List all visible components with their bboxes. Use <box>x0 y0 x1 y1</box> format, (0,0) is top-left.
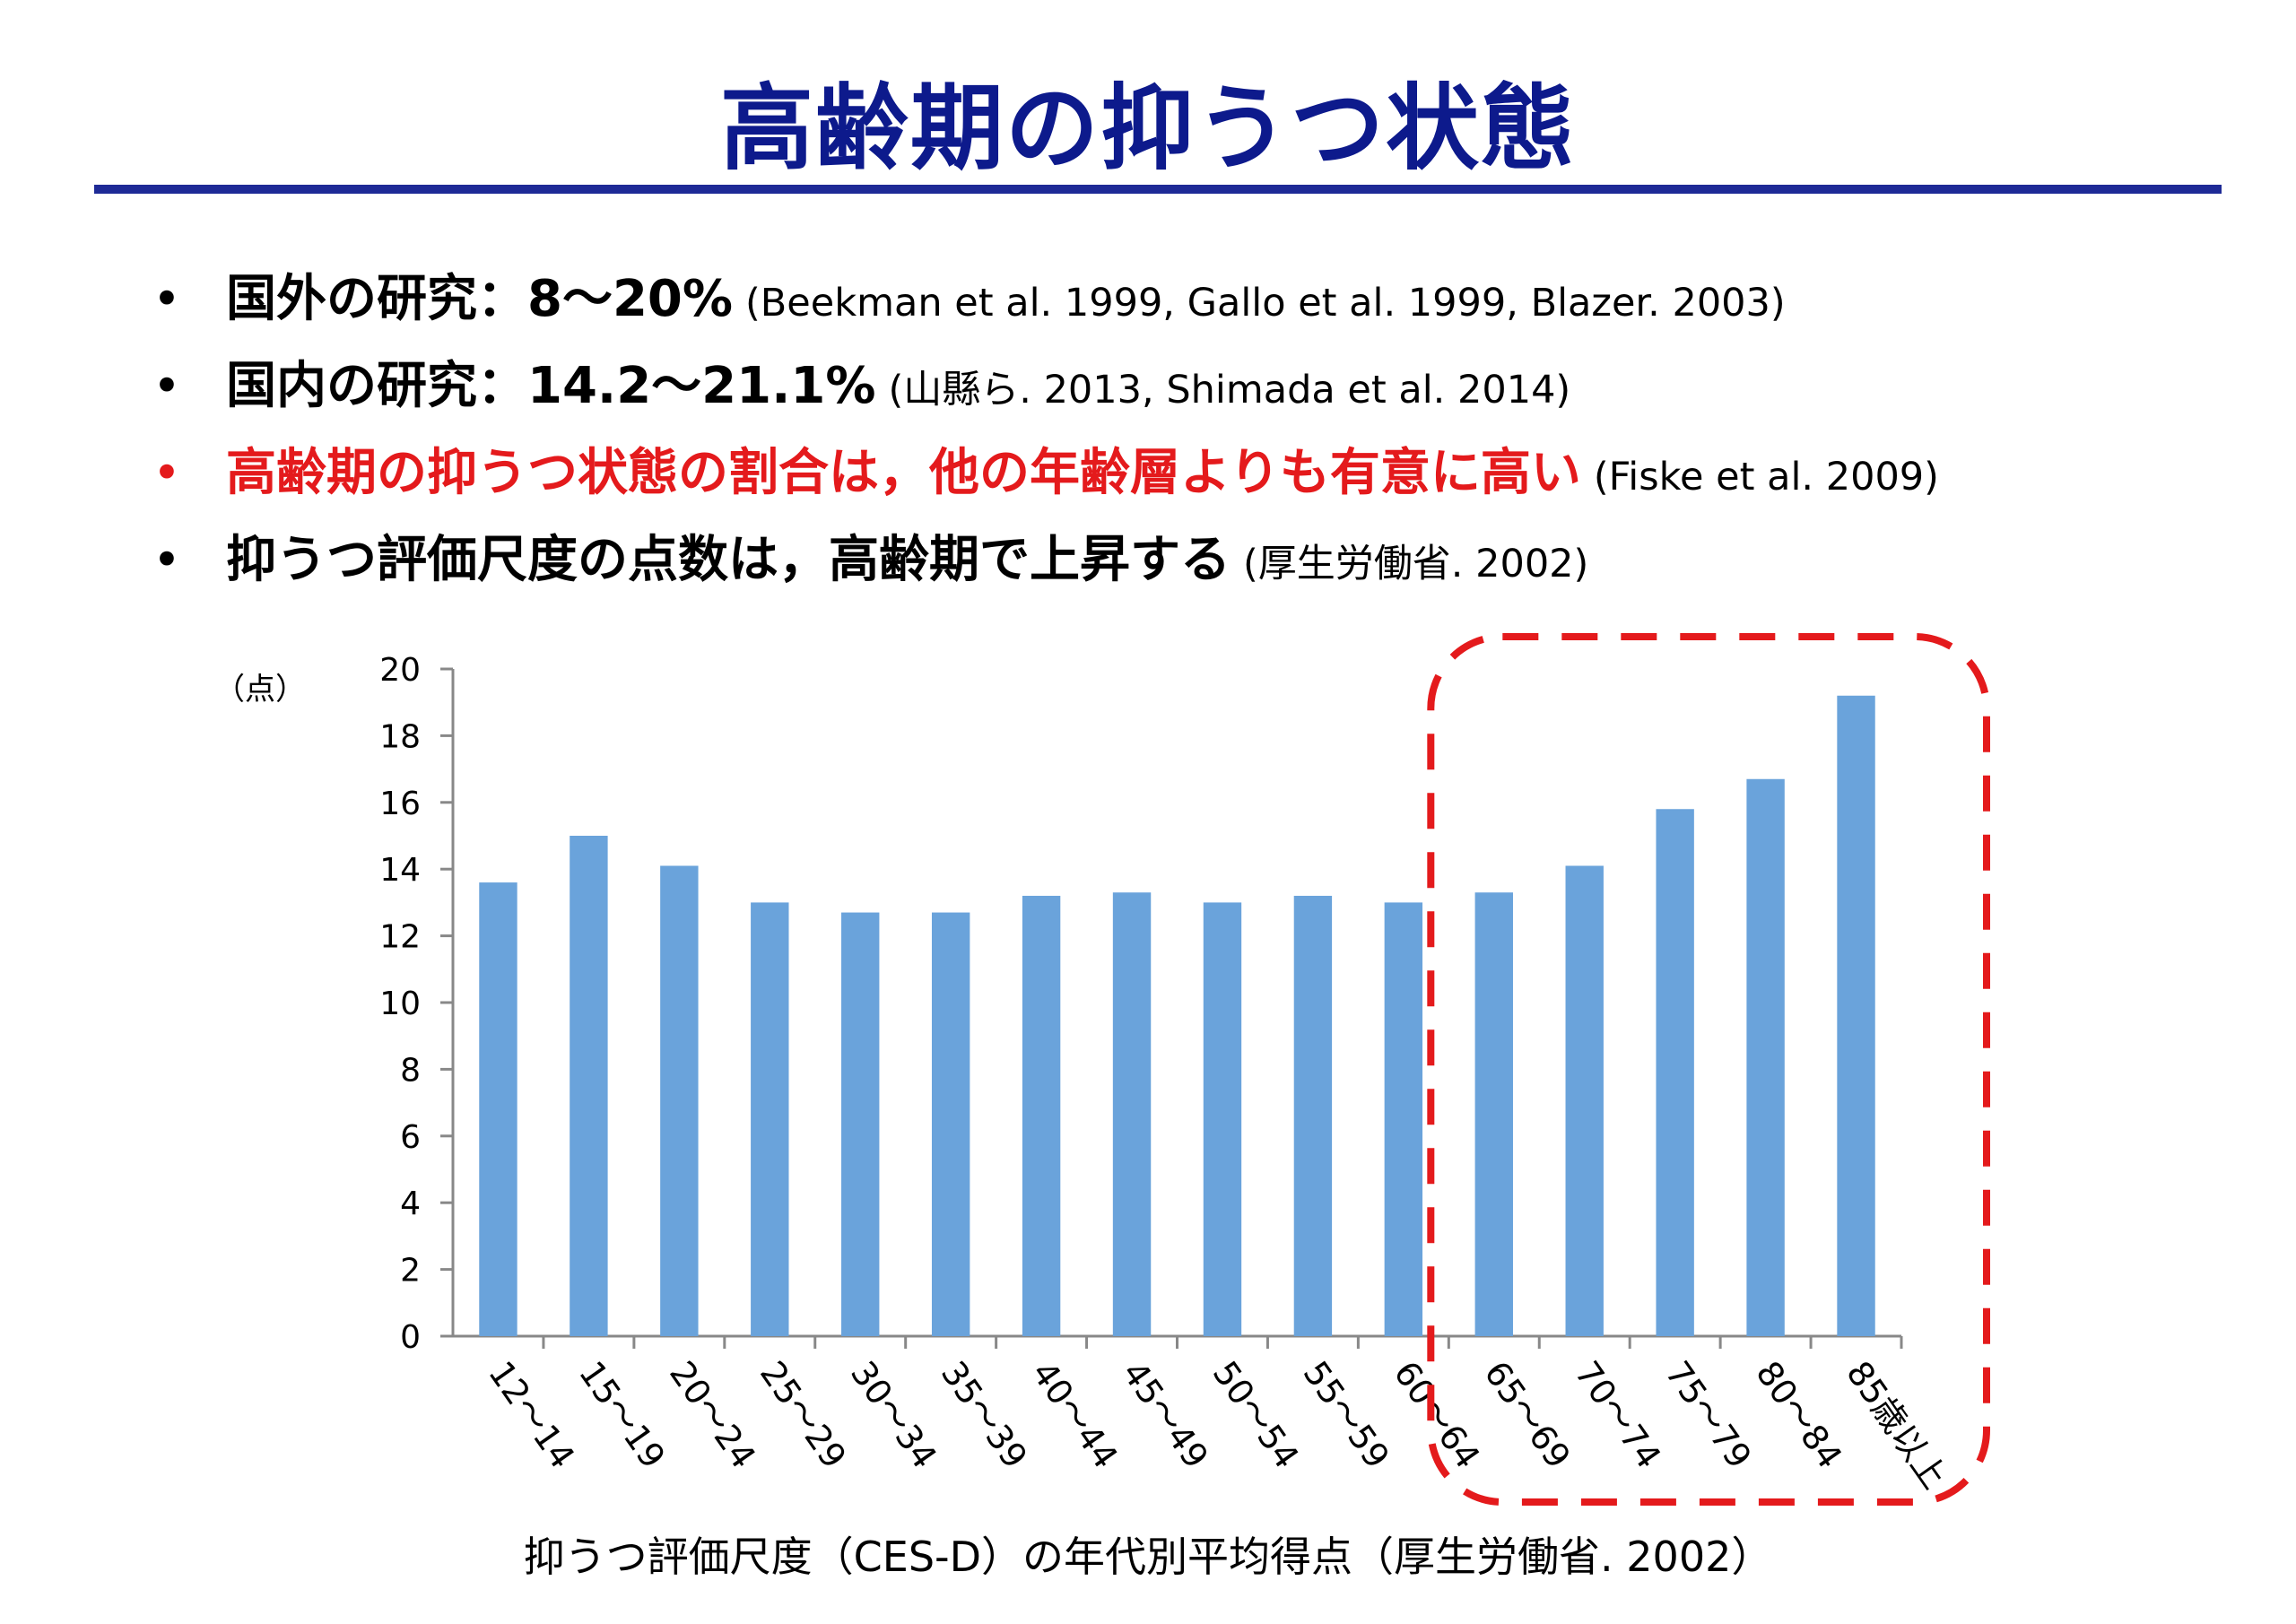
y-tick-label: 0 <box>400 1319 421 1356</box>
bullet-dot: • <box>152 445 181 501</box>
bar-chart: 0 2 4 6 8 10 12 14 16 18 20 （点） 12～1415～1920～2425～29… <box>214 633 1990 1506</box>
y-tick-label: 2 <box>400 1253 421 1290</box>
bullet-item-foreign-research: • 国外の研究：8〜20% (Beekman et al. 1999, Gallo… <box>152 256 2215 343</box>
bullet-item-elderly-rate: • 高齢期の抑うつ状態の割合は，他の年齢層よりも有意に高い (Fiske et a… <box>152 430 2215 517</box>
bar <box>1384 902 1423 1336</box>
y-tick-label: 6 <box>400 1119 421 1156</box>
bar <box>1293 895 1333 1336</box>
title-divider <box>94 185 2222 194</box>
bullet-main-text: 国外の研究：8〜20% <box>226 270 734 328</box>
bullet-citation: (厚生労働省. 2002) <box>1243 542 1589 586</box>
bullet-item-domestic-research: • 国内の研究：14.2〜21.1% (山縣ら. 2013, Shimada et… <box>152 343 2215 430</box>
y-tick-label: 16 <box>379 786 421 822</box>
bullet-text: 国内の研究：14.2〜21.1% (山縣ら. 2013, Shimada et a… <box>226 343 1570 441</box>
bullet-dot: • <box>152 271 181 327</box>
x-tick-label: 70～74 <box>1567 1354 1668 1476</box>
bullet-text: 高齢期の抑うつ状態の割合は，他の年齢層よりも有意に高い (Fiske et al.… <box>226 430 1939 528</box>
bar <box>1112 892 1152 1336</box>
x-tick-label: 40～44 <box>1024 1354 1126 1476</box>
x-tick-label: 65～69 <box>1476 1354 1578 1476</box>
bullet-text: 国外の研究：8〜20% (Beekman et al. 1999, Gallo e… <box>226 256 1786 354</box>
bar <box>1656 809 1694 1336</box>
y-tick-label: 4 <box>400 1185 421 1222</box>
bar <box>479 882 517 1336</box>
x-tick-label: 20～24 <box>662 1354 763 1476</box>
bullet-citation: (Fiske et al. 2009) <box>1593 455 1939 499</box>
bullet-citation: (山縣ら. 2013, Shimada et al. 2014) <box>888 368 1571 413</box>
bullet-item-score-rise: • 抑うつ評価尺度の点数は，高齢期で上昇する (厚生労働省. 2002) <box>152 517 2215 604</box>
x-tick-label: 80～84 <box>1748 1354 1849 1476</box>
bar <box>751 902 789 1336</box>
bullet-main-text: 国内の研究：14.2〜21.1% <box>226 357 876 415</box>
x-tick-label: 85歳以上 <box>1839 1354 1954 1496</box>
x-tick-label: 75～79 <box>1657 1354 1759 1476</box>
x-tick-label: 25～29 <box>752 1354 854 1476</box>
x-tick-label: 12～14 <box>481 1354 582 1476</box>
bar <box>570 836 608 1336</box>
y-tick-label: 10 <box>379 986 421 1022</box>
y-tick-label: 18 <box>379 718 421 755</box>
y-tick-label: 8 <box>400 1052 421 1089</box>
bar <box>1746 778 1785 1336</box>
x-tick-label: 45～49 <box>1115 1354 1216 1476</box>
bullet-dot: • <box>152 358 181 414</box>
bar <box>931 912 970 1336</box>
bullet-main-text: 抑うつ評価尺度の点数は，高齢期で上昇する <box>226 531 1231 589</box>
bar <box>841 912 880 1336</box>
bar <box>1565 865 1604 1336</box>
slide-title: 高齢期の抑うつ状態 <box>719 74 1576 183</box>
chart-caption: 抑うつ評価尺度（CES-D）の年代別平均得点（厚生労働省. 2002） <box>523 1533 1773 1581</box>
y-axis-label: （点） <box>214 672 306 708</box>
y-tick-label: 14 <box>379 852 421 889</box>
x-tick-label: 50～54 <box>1205 1354 1307 1476</box>
bar <box>1837 695 1875 1336</box>
bullet-list: • 国外の研究：8〜20% (Beekman et al. 1999, Gallo… <box>152 256 2215 604</box>
y-tick-label: 20 <box>379 652 421 689</box>
bar <box>1022 895 1061 1336</box>
x-tick-label: 30～34 <box>843 1354 944 1476</box>
bullet-dot: • <box>152 532 181 588</box>
bullet-text: 抑うつ評価尺度の点数は，高齢期で上昇する (厚生労働省. 2002) <box>226 517 1588 615</box>
highlight-box <box>1427 633 1990 1506</box>
x-tick-label: 15～19 <box>571 1354 673 1476</box>
bar <box>1203 902 1242 1336</box>
x-tick-label: 35～39 <box>934 1354 1035 1476</box>
y-tick-label: 12 <box>379 919 421 956</box>
bullet-citation: (Beekman et al. 1999, Gallo et al. 1999,… <box>745 281 1786 326</box>
bullet-main-text: 高齢期の抑うつ状態の割合は，他の年齢層よりも有意に高い <box>226 444 1581 502</box>
bar <box>1474 892 1513 1336</box>
bar <box>660 865 699 1336</box>
x-tick-label: 55～59 <box>1296 1354 1397 1476</box>
